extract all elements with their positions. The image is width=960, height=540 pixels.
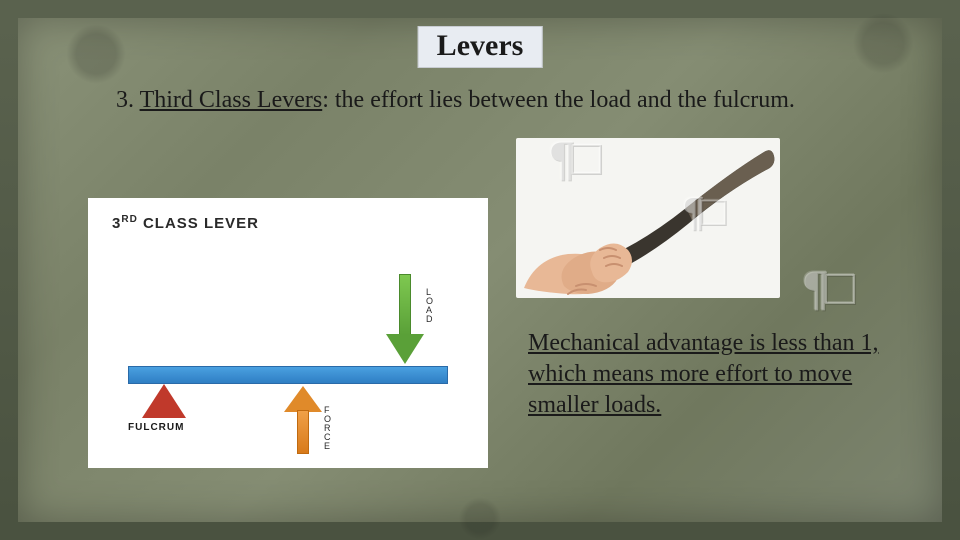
intro-rest: : the effort lies between the load and t… xyxy=(322,87,795,113)
diagram-title-num: 3 xyxy=(112,215,121,232)
fulcrum-label: FULCRUM xyxy=(128,422,184,433)
load-arrow-icon xyxy=(390,274,420,366)
force-arrow-icon xyxy=(288,386,318,458)
pilcrow-decoration-icon: ¶□ xyxy=(682,188,722,236)
diagram-title-rest: CLASS LEVER xyxy=(138,215,259,232)
diagram-title-sup: RD xyxy=(121,214,137,225)
force-label: FORCE xyxy=(324,406,331,451)
pilcrow-decoration-icon: ¶□ xyxy=(802,258,851,316)
lever-diagram: 3RD CLASS LEVER FULCRUM LOAD FORCE xyxy=(88,198,488,468)
diagram-title: 3RD CLASS LEVER xyxy=(112,214,259,232)
intro-text: 3. Third Class Levers: the effort lies b… xyxy=(116,84,872,116)
lever-bar xyxy=(128,366,448,384)
pilcrow-decoration-icon: ¶□ xyxy=(548,128,597,186)
page-title: Levers xyxy=(437,29,524,63)
intro-number: 3. xyxy=(116,87,134,113)
mechanical-advantage-text: Mechanical advantage is less than 1, whi… xyxy=(528,328,898,422)
fulcrum-triangle xyxy=(142,384,186,418)
title-box: Levers xyxy=(418,26,543,68)
intro-heading: Third Class Levers xyxy=(140,87,323,113)
load-label: LOAD xyxy=(426,288,433,324)
slide: Levers 3. Third Class Levers: the effort… xyxy=(0,0,960,540)
